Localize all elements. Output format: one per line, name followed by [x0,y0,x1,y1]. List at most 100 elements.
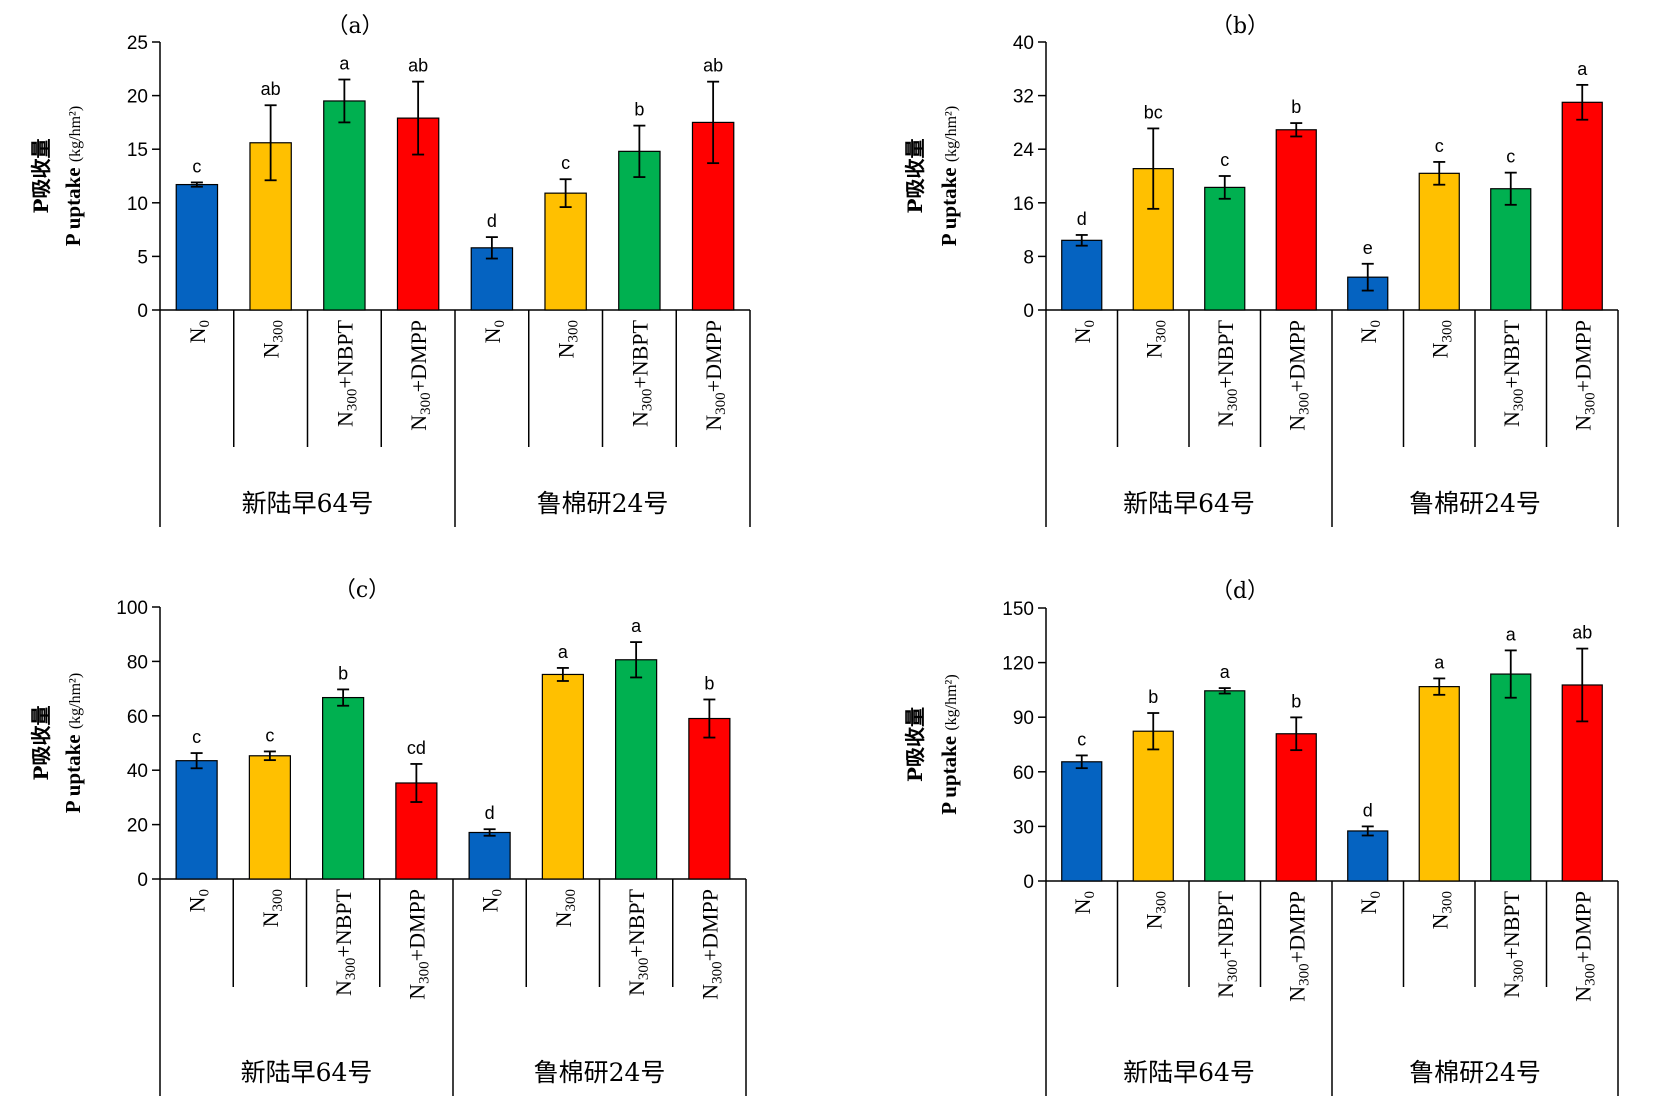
y-tick-label: 40 [1013,33,1034,54]
significance-letter: a [631,616,642,636]
y-tick-label: 40 [127,761,148,782]
y-axis-label-cn: P吸收量 [903,138,927,213]
category-label: N300 [551,889,579,927]
significance-letter: c [561,153,570,173]
bar [322,696,365,880]
category-label: N0 [480,320,508,343]
category-label: N300+DMPP [406,320,434,431]
significance-letter: a [1220,662,1231,682]
significance-letter: b [1291,691,1301,711]
group-label: 鲁棉研24号 [537,489,669,518]
category-label: N300+NBPT [332,319,360,427]
y-tick-label: 10 [127,194,148,215]
y-tick-label: 24 [1013,140,1035,161]
category-label: N300+DMPP [404,889,432,1000]
bar [468,831,511,880]
y-tick-label: 90 [1013,708,1034,729]
significance-letter: a [1577,59,1588,79]
category-label: N300+DMPP [1284,891,1312,1002]
category-label: N0 [478,889,506,912]
significance-letter: b [1291,97,1301,117]
y-axis-label-cn: P吸收量 [29,705,53,780]
bar [1204,186,1246,311]
group-label: 鲁棉研24号 [1409,1058,1541,1087]
category-label: N0 [1356,891,1384,914]
significance-letter: c [1506,147,1515,167]
y-tick-label: 0 [137,870,148,891]
chart-title: （b） [1211,14,1269,39]
y-tick-label: 20 [127,816,148,837]
y-tick-label: 30 [1013,817,1034,838]
category-label: N0 [185,320,213,343]
significance-letter: ab [703,56,723,76]
bar [175,183,219,311]
category-label: N300 [1427,891,1455,929]
category-label: N300+NBPT [627,319,655,427]
significance-letter: e [1363,238,1373,258]
group-label: 新陆早64号 [241,1058,373,1087]
significance-letter: c [265,725,274,745]
y-axis-label-en: P uptake (kg/hm²) [937,674,961,814]
significance-letter: bc [1144,102,1163,122]
y-axis-label-en: P uptake (kg/hm²) [937,106,961,246]
significance-letter: ab [408,56,428,76]
significance-letter: a [1434,652,1445,672]
category-label: N300+NBPT [1499,890,1527,998]
bar [541,673,584,880]
y-tick-label: 60 [1013,763,1034,784]
significance-letter: d [487,211,497,231]
significance-letter: a [558,642,569,662]
bar [323,100,366,311]
y-tick-label: 60 [127,707,148,728]
significance-letter: a [1506,624,1517,644]
bar [1275,129,1317,311]
significance-letter: ab [261,79,281,99]
bar [544,192,587,311]
category-label: N300+NBPT [331,888,359,996]
bar [175,760,218,880]
bar [1347,830,1389,882]
y-tick-label: 120 [1002,654,1034,675]
category-label: N0 [1070,891,1098,914]
category-label: N0 [1070,320,1098,343]
y-tick-label: 0 [1023,301,1034,322]
bar [688,717,731,880]
y-tick-label: 8 [1023,247,1034,268]
y-tick-label: 150 [1002,599,1034,620]
y-tick-label: 0 [137,301,148,322]
category-label: N300+DMPP [1570,891,1598,1002]
y-tick-label: 5 [137,247,148,268]
bar [1061,761,1103,882]
group-label: 鲁棉研24号 [1409,489,1541,518]
y-tick-label: 20 [127,87,148,108]
y-axis-label-en: P uptake (kg/hm²) [61,106,85,246]
significance-letter: cd [407,738,426,758]
chart-panel-d: （d） 0 30 60 90 120 150 P吸收量 P uptake (kg/hm²) c b a… [903,579,1619,1096]
group-label: 新陆早64号 [1123,1058,1255,1087]
y-tick-label: 100 [116,598,148,619]
y-axis-label-en: P uptake (kg/hm²) [61,673,85,813]
group-label: 新陆早64号 [1123,489,1255,518]
significance-letter: c [192,156,201,176]
y-tick-label: 0 [1023,872,1034,893]
significance-letter: d [485,803,495,823]
y-tick-label: 32 [1013,87,1034,108]
y-tick-label: 25 [127,33,148,54]
y-tick-label: 80 [127,652,148,673]
chart-panel-b: （b） 0 8 16 24 32 40 P吸收量 P uptake (kg/hm²) d bc c b e… [903,14,1619,527]
category-label: N0 [1356,320,1384,343]
significance-letter: d [1077,209,1087,229]
bar [1061,239,1103,311]
bar [1490,188,1532,311]
significance-letter: c [1077,729,1086,749]
bar [1132,730,1174,882]
bar [615,659,658,880]
category-label: N300 [1427,320,1455,358]
significance-letter: d [1363,800,1373,820]
category-label: N300+NBPT [624,888,652,996]
bar [1275,733,1317,882]
significance-letter: b [704,673,714,693]
group-label: 鲁棉研24号 [534,1058,666,1087]
significance-letter: c [1435,136,1444,156]
